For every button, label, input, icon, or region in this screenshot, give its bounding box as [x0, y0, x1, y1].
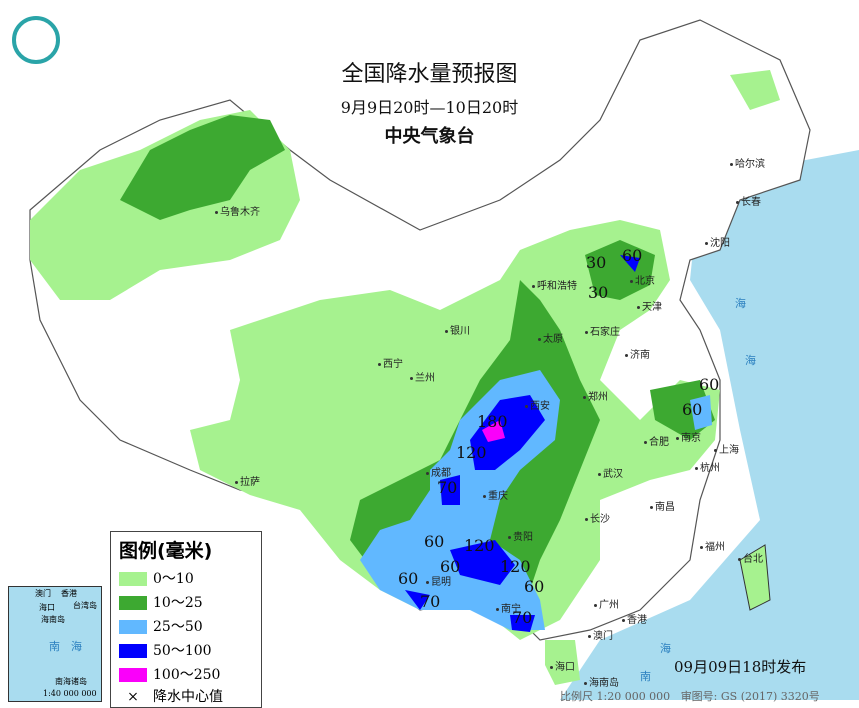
inset-label: 南海诸岛 — [55, 677, 87, 686]
city-label: 广州 — [594, 596, 619, 611]
city-label: 石家庄 — [585, 323, 620, 338]
city-label: 贵阳 — [508, 528, 533, 543]
city-label: 台北 — [738, 550, 763, 565]
city-label: 西宁 — [378, 355, 403, 370]
map-title: 全国降水量预报图 — [341, 62, 518, 87]
center-value: 120 — [464, 536, 495, 555]
city-label: 武汉 — [598, 465, 623, 480]
center-value: 30 — [586, 253, 607, 272]
scale-text: 比例尺 1:20 000 000 审图号: GS (2017) 3320号 — [560, 690, 820, 703]
logo — [12, 16, 60, 64]
city-label: 南昌 — [650, 498, 675, 513]
rain-100-250-area — [482, 420, 505, 442]
legend-item: 0～10 — [119, 568, 194, 588]
inset-label: 海南岛 — [41, 615, 65, 624]
center-value: 70 — [512, 608, 533, 627]
center-value: 60 — [440, 557, 461, 576]
city-label: 海口 — [550, 658, 575, 673]
publish-time: 09月09日18时发布 — [674, 658, 807, 676]
center-value: 180 — [477, 412, 508, 431]
city-label: 南京 — [676, 429, 701, 444]
city-label: 郑州 — [583, 388, 608, 403]
city-label: 长春 — [736, 193, 761, 208]
center-value: 60 — [524, 577, 545, 596]
city-label: 呼和浩特 — [532, 277, 577, 292]
city-label: 香港 — [622, 611, 647, 626]
city-label: 济南 — [625, 346, 650, 361]
city-label: 长沙 — [585, 510, 610, 525]
city-label: 南宁 — [496, 600, 521, 615]
city-label: 天津 — [637, 298, 662, 313]
city-label: 西安 — [525, 397, 550, 412]
city-label: 重庆 — [483, 487, 508, 502]
legend-item: 100～250 — [119, 664, 220, 684]
city-label: 合肥 — [644, 433, 669, 448]
center-value: 70 — [420, 592, 441, 611]
city-label: 杭州 — [695, 459, 720, 474]
city-label: 澳门 — [588, 627, 613, 642]
cross-icon: × — [127, 689, 139, 705]
legend-item: 25～50 — [119, 616, 203, 636]
issuer: 中央气象台 — [384, 126, 475, 147]
city-label: 北京 — [630, 272, 655, 287]
city-label: 拉萨 — [235, 473, 260, 488]
center-value: 60 — [424, 532, 445, 551]
south-china-sea-inset: 澳门 香港 台湾岛 海口 海南岛 南 海 南海诸岛 1:40 000 000 — [8, 586, 102, 702]
city-label: 乌鲁木齐 — [215, 203, 260, 218]
legend-title: 图例(毫米) — [119, 540, 213, 562]
inset-scale: 1:40 000 000 — [43, 689, 97, 698]
city-label: 哈尔滨 — [730, 155, 765, 170]
sea-area — [560, 150, 859, 700]
inset-label: 澳门 — [35, 589, 51, 598]
inset-label: 台湾岛 — [73, 601, 97, 610]
center-value: 70 — [437, 478, 458, 497]
rain-50-100-areas — [405, 255, 640, 632]
center-value: 60 — [398, 569, 419, 588]
legend-item: × 降水中心值 — [119, 686, 223, 706]
legend-item: 10～25 — [119, 592, 203, 612]
city-label: 昆明 — [426, 573, 451, 588]
center-value: 120 — [500, 557, 531, 576]
legend-item: 50～100 — [119, 640, 212, 660]
city-label: 海南岛 — [584, 674, 619, 689]
legend: 图例(毫米) 0～10 10～25 25～50 50～100 100～250 ×… — [110, 531, 262, 708]
center-value: 60 — [699, 375, 720, 394]
sea-label: 南 — [640, 670, 651, 683]
inset-label: 香港 — [61, 589, 77, 598]
inset-label: 南 — [49, 640, 60, 653]
city-label: 成都 — [426, 464, 451, 479]
sea-label: 海 — [660, 642, 671, 655]
city-label: 上海 — [714, 441, 739, 456]
sea-label: 海 — [735, 297, 746, 310]
forecast-period: 9月9日20时—10日20时 — [340, 98, 519, 117]
center-value: 30 — [588, 283, 609, 302]
city-label: 福州 — [700, 538, 725, 553]
center-value: 60 — [622, 246, 643, 265]
center-value: 120 — [456, 443, 487, 462]
city-label: 银川 — [445, 322, 470, 337]
center-value: 60 — [682, 400, 703, 419]
city-label: 沈阳 — [705, 234, 730, 249]
inset-label: 海 — [71, 640, 82, 653]
city-label: 太原 — [538, 330, 563, 345]
inset-label: 海口 — [39, 603, 55, 612]
city-label: 兰州 — [410, 369, 435, 384]
sea-label: 海 — [745, 354, 756, 367]
